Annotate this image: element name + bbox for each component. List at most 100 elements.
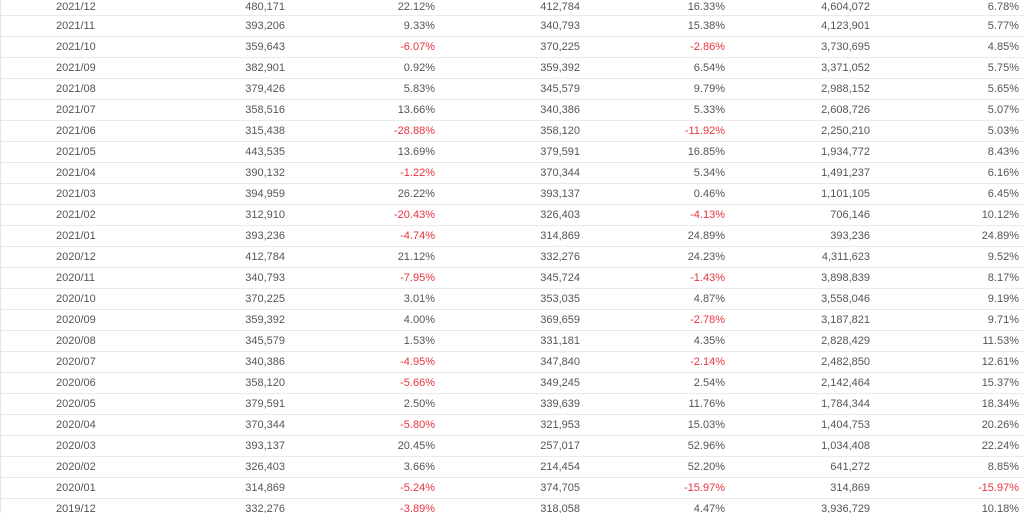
month-cell: 2021/09 [1, 57, 141, 79]
change-1-cell: -4.95% [291, 351, 441, 373]
value-2-cell: 326,403 [441, 204, 586, 226]
month-cell: 2020/11 [1, 267, 141, 289]
cumulative-value-cell: 2,250,210 [731, 120, 876, 142]
value-2-cell: 339,639 [441, 393, 586, 415]
cumulative-change-cell: 22.24% [876, 435, 1024, 457]
change-1-cell: 13.66% [291, 99, 441, 121]
value-1-cell: 314,869 [141, 477, 291, 499]
change-2-cell: -2.14% [586, 351, 731, 373]
cumulative-value-cell: 2,828,429 [731, 330, 876, 352]
change-2-cell: 9.79% [586, 78, 731, 100]
month-cell: 2021/07 [1, 99, 141, 121]
cumulative-value-cell: 2,142,464 [731, 372, 876, 394]
value-1-cell: 312,910 [141, 204, 291, 226]
value-1-cell: 315,438 [141, 120, 291, 142]
cumulative-value-cell: 3,187,821 [731, 309, 876, 331]
cumulative-change-cell: 6.78% [876, 0, 1024, 16]
value-1-cell: 370,225 [141, 288, 291, 310]
value-1-cell: 394,959 [141, 183, 291, 205]
table-row: 2019/12 332,276 -3.89% 318,058 4.47% 3,936,72… [1, 498, 1024, 513]
month-cell: 2020/12 [1, 246, 141, 268]
change-2-cell: -4.13% [586, 204, 731, 226]
change-1-cell: 22.12% [291, 0, 441, 16]
change-1-cell: -3.89% [291, 498, 441, 513]
change-1-cell: -5.24% [291, 477, 441, 499]
value-1-cell: 370,344 [141, 414, 291, 436]
month-cell: 2021/08 [1, 78, 141, 100]
table-row: 2020/01 314,869 -5.24% 374,705 -15.97% 314,86… [1, 477, 1024, 499]
cumulative-change-cell: 10.12% [876, 204, 1024, 226]
change-1-cell: -6.07% [291, 36, 441, 58]
table-row: 2021/10 359,643 -6.07% 370,225 -2.86% 3,730,6… [1, 36, 1024, 58]
value-1-cell: 379,591 [141, 393, 291, 415]
value-2-cell: 345,579 [441, 78, 586, 100]
value-2-cell: 369,659 [441, 309, 586, 331]
table-row: 2020/05 379,591 2.50% 339,639 11.76% 1,784,34… [1, 393, 1024, 415]
table-row: 2020/12 412,784 21.12% 332,276 24.23% 4,311,6… [1, 246, 1024, 268]
change-2-cell: 15.03% [586, 414, 731, 436]
value-1-cell: 340,793 [141, 267, 291, 289]
cumulative-change-cell: 6.16% [876, 162, 1024, 184]
month-cell: 2020/09 [1, 309, 141, 331]
value-1-cell: 390,132 [141, 162, 291, 184]
value-2-cell: 340,793 [441, 15, 586, 37]
change-2-cell: -2.78% [586, 309, 731, 331]
table-row: 2020/11 340,793 -7.95% 345,724 -1.43% 3,898,8… [1, 267, 1024, 289]
month-cell: 2021/11 [1, 15, 141, 37]
table-row: 2021/08 379,426 5.83% 345,579 9.79% 2,988,152… [1, 78, 1024, 100]
change-2-cell: 52.96% [586, 435, 731, 457]
value-2-cell: 332,276 [441, 246, 586, 268]
table-row: 2020/04 370,344 -5.80% 321,953 15.03% 1,404,7… [1, 414, 1024, 436]
table-row: 2020/06 358,120 -5.66% 349,245 2.54% 2,142,46… [1, 372, 1024, 394]
value-2-cell: 257,017 [441, 435, 586, 457]
month-cell: 2021/12 [1, 0, 141, 16]
table-row: 2021/12 480,171 22.12% 412,784 16.33% 4,604,0… [1, 0, 1024, 16]
cumulative-value-cell: 1,404,753 [731, 414, 876, 436]
cumulative-value-cell: 2,988,152 [731, 78, 876, 100]
value-1-cell: 382,901 [141, 57, 291, 79]
month-cell: 2020/05 [1, 393, 141, 415]
table-row: 2021/03 394,959 26.22% 393,137 0.46% 1,101,10… [1, 183, 1024, 205]
change-2-cell: 4.47% [586, 498, 731, 513]
value-2-cell: 359,392 [441, 57, 586, 79]
cumulative-value-cell: 2,482,850 [731, 351, 876, 373]
value-2-cell: 349,245 [441, 372, 586, 394]
change-2-cell: -2.86% [586, 36, 731, 58]
table-row: 2020/02 326,403 3.66% 214,454 52.20% 641,272 8… [1, 456, 1024, 478]
cumulative-value-cell: 314,869 [731, 477, 876, 499]
change-2-cell: 2.54% [586, 372, 731, 394]
month-cell: 2020/02 [1, 456, 141, 478]
month-cell: 2020/08 [1, 330, 141, 352]
cumulative-value-cell: 1,034,408 [731, 435, 876, 457]
change-1-cell: 1.53% [291, 330, 441, 352]
change-2-cell: 24.23% [586, 246, 731, 268]
table-row: 2021/05 443,535 13.69% 379,591 16.85% 1,934,7… [1, 141, 1024, 163]
month-cell: 2020/01 [1, 477, 141, 499]
cumulative-change-cell: 8.85% [876, 456, 1024, 478]
month-cell: 2021/10 [1, 36, 141, 58]
value-2-cell: 370,225 [441, 36, 586, 58]
table-row: 2021/09 382,901 0.92% 359,392 6.54% 3,371,052… [1, 57, 1024, 79]
month-cell: 2020/10 [1, 288, 141, 310]
value-1-cell: 443,535 [141, 141, 291, 163]
cumulative-value-cell: 3,936,729 [731, 498, 876, 513]
table-row: 2020/08 345,579 1.53% 331,181 4.35% 2,828,429… [1, 330, 1024, 352]
value-2-cell: 353,035 [441, 288, 586, 310]
cumulative-value-cell: 4,311,623 [731, 246, 876, 268]
change-1-cell: -5.80% [291, 414, 441, 436]
value-1-cell: 358,120 [141, 372, 291, 394]
value-2-cell: 214,454 [441, 456, 586, 478]
change-1-cell: 21.12% [291, 246, 441, 268]
cumulative-change-cell: 5.07% [876, 99, 1024, 121]
cumulative-change-cell: 4.85% [876, 36, 1024, 58]
cumulative-value-cell: 3,558,046 [731, 288, 876, 310]
value-1-cell: 412,784 [141, 246, 291, 268]
value-1-cell: 332,276 [141, 498, 291, 513]
table-row: 2021/04 390,132 -1.22% 370,344 5.34% 1,491,23… [1, 162, 1024, 184]
cumulative-change-cell: 20.26% [876, 414, 1024, 436]
change-1-cell: 3.01% [291, 288, 441, 310]
change-1-cell: 9.33% [291, 15, 441, 37]
change-1-cell: 2.50% [291, 393, 441, 415]
